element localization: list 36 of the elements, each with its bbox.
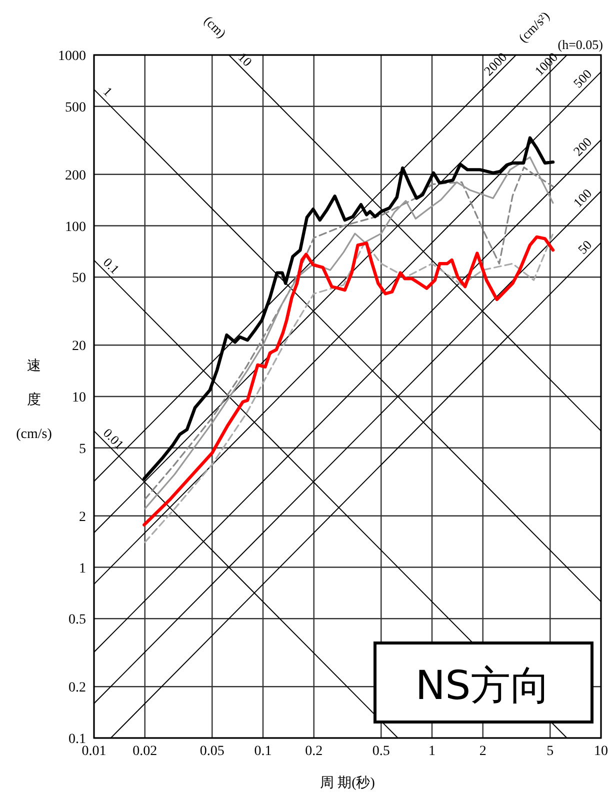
y-tick-label: 20 xyxy=(72,339,86,354)
x-tick-label: 0.02 xyxy=(132,744,158,759)
text: 100 xyxy=(570,186,595,210)
x-tick-label: 1 xyxy=(428,744,436,759)
y-tick-label: 1 xyxy=(79,561,86,576)
y-tick-label: 5 xyxy=(79,442,86,457)
text: 200 xyxy=(570,134,595,159)
text: (cm) xyxy=(201,12,230,41)
y-tick-label: 10 xyxy=(72,390,86,406)
y-tick-label: 0.1 xyxy=(68,732,86,747)
y-tick-label: 50 xyxy=(72,271,86,286)
y-tick-label: 1000 xyxy=(58,49,86,64)
x-tick-label: 0.2 xyxy=(305,744,323,759)
x-tick-label: 0.01 xyxy=(82,744,106,759)
y-tick-label: 0.2 xyxy=(68,680,86,696)
y-tick-label: 200 xyxy=(65,168,86,184)
text: 500 xyxy=(570,66,595,91)
x-tick-label: 0.1 xyxy=(254,744,272,759)
y-tick-label: 0.5 xyxy=(68,612,86,628)
x-tick-label: 10 xyxy=(594,744,608,759)
x-tick-label: 0.05 xyxy=(200,744,224,759)
x-tick-label: 0.5 xyxy=(372,744,390,759)
text: 0.1 xyxy=(100,254,122,277)
annotation: NS方向 xyxy=(415,663,551,709)
text: 0.01 xyxy=(100,425,128,452)
x-tick-label: 2 xyxy=(479,744,486,759)
annotation-box: NS方向 xyxy=(374,642,594,724)
x-tick-label: 5 xyxy=(546,744,554,759)
y-tick-label: 100 xyxy=(65,220,86,235)
text: 1 xyxy=(100,84,116,100)
x-axis-title: 周 期(秒) xyxy=(320,775,376,791)
y-tick-label: 500 xyxy=(65,100,86,116)
y-tick-label: 2 xyxy=(79,510,86,525)
text: 速度(cm/s) xyxy=(16,359,52,442)
text: (h=0.05) xyxy=(558,37,603,52)
text: 50 xyxy=(574,237,595,257)
